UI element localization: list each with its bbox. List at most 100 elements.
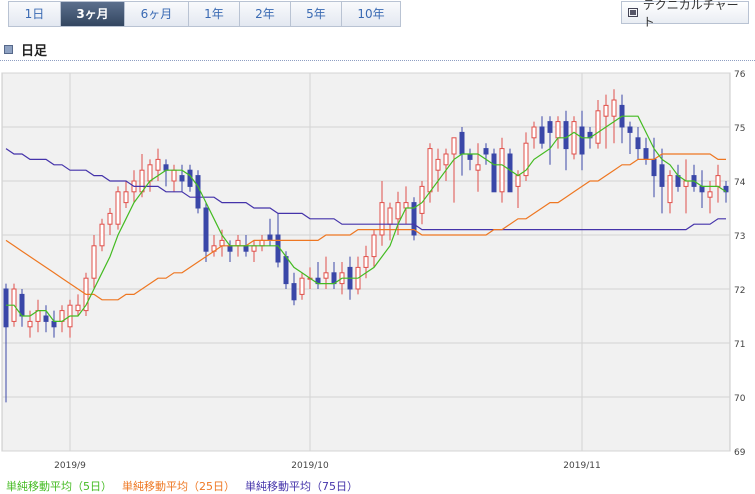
candle-body-up <box>171 169 177 182</box>
candle-body-up <box>323 272 329 279</box>
candle-body-up <box>387 207 393 225</box>
candle-body-up <box>427 148 433 193</box>
candle-body-up <box>235 239 241 247</box>
candle-body-up <box>123 191 129 204</box>
candle-body-down <box>291 283 297 301</box>
period-tabs: 1日 3ヶ月 6ヶ月 1年 2年 5年 10年 <box>8 1 401 27</box>
y-tick-label: 69 <box>734 448 746 458</box>
candle-body-down <box>659 164 665 187</box>
candle-body-up <box>403 202 409 209</box>
tab-1-year[interactable]: 1年 <box>189 2 240 26</box>
square-icon <box>4 45 13 54</box>
y-tick-label: 76 <box>734 70 746 80</box>
candle-body-down <box>467 153 473 160</box>
candle-body-up <box>707 191 713 198</box>
ma5-line <box>6 115 727 322</box>
candle-body-up <box>475 164 481 171</box>
candle-body-up <box>259 239 265 247</box>
candle-body-down <box>483 148 489 155</box>
y-tick-label: 74 <box>734 178 746 188</box>
candle-body-up <box>99 223 105 247</box>
candle-body-down <box>579 126 585 155</box>
x-tick-label: 2019/11 <box>563 461 600 471</box>
candle-body-up <box>251 245 257 252</box>
legend: 単純移動平均（5日） 単純移動平均（25日） 単純移動平均（75日） <box>6 478 368 494</box>
candle-body-up <box>27 320 33 328</box>
candle-body-up <box>91 245 97 279</box>
tab-2-years[interactable]: 2年 <box>240 2 291 26</box>
technical-chart-button[interactable]: テクニカルチャート <box>621 0 749 29</box>
tab-10-years[interactable]: 10年 <box>342 2 400 26</box>
tab-5-years[interactable]: 5年 <box>291 2 342 26</box>
candle-body-up <box>75 304 81 312</box>
candle-body-up <box>219 239 225 247</box>
candle-body-up <box>515 175 521 187</box>
candle-body-up <box>451 137 457 155</box>
candle-body-up <box>395 202 401 220</box>
candle-body-up <box>499 148 505 193</box>
candle-body-down <box>195 175 201 209</box>
candle-body-up <box>107 212 113 225</box>
candle-body-up <box>683 180 689 187</box>
candle-body-up <box>667 175 673 204</box>
candle-body-down <box>539 126 545 144</box>
candle-body-down <box>3 288 9 328</box>
candle-body-up <box>363 256 369 268</box>
window-icon <box>628 8 638 17</box>
candle-body-up <box>531 126 537 139</box>
ma75-line <box>5 148 726 231</box>
candle-body-up <box>443 153 449 166</box>
candle-body-down <box>51 320 57 328</box>
y-tick-label: 73 <box>734 232 745 242</box>
candle-body-up <box>435 158 441 171</box>
x-tick-label: 2019/9 <box>54 461 86 471</box>
period-label: 日足 <box>21 44 48 59</box>
candle-body-down <box>19 293 25 317</box>
legend-ma25: 単純移動平均（25日） <box>122 480 235 493</box>
candle-body-down <box>203 207 209 252</box>
period-heading: 日足 <box>4 40 47 59</box>
candle-body-down <box>699 185 705 193</box>
candle-body-up <box>523 142 529 177</box>
candle-body-down <box>643 148 649 160</box>
candle-body-up <box>595 110 601 144</box>
candle-body-down <box>547 121 553 133</box>
candle-body-down <box>459 131 465 155</box>
candle-body-up <box>715 175 721 187</box>
candle-body-up <box>555 121 561 139</box>
y-tick-label: 72 <box>734 286 745 296</box>
candle-body-down <box>243 245 249 252</box>
candle-body-down <box>563 121 569 150</box>
candle-body-down <box>491 153 497 193</box>
divider <box>0 60 755 61</box>
candle-body-down <box>227 245 233 252</box>
ma25-line <box>5 153 726 301</box>
y-tick-label: 75 <box>734 124 745 134</box>
candle-body-up <box>379 202 385 236</box>
candle-body-down <box>651 158 657 177</box>
candle-body-down <box>267 234 273 241</box>
tab-6-months[interactable]: 6ヶ月 <box>125 2 189 26</box>
candle-body-up <box>139 169 145 193</box>
candle-body-up <box>571 121 577 155</box>
y-tick-label: 70 <box>734 394 746 404</box>
y-tick-label: 71 <box>734 340 745 350</box>
candle-body-up <box>155 158 161 171</box>
candle-body-down <box>163 164 169 171</box>
candle-body-down <box>635 137 641 150</box>
candle-body-down <box>411 202 417 236</box>
legend-ma5: 単純移動平均（5日） <box>6 480 112 493</box>
candle-body-down <box>627 126 633 133</box>
candle-body-down <box>179 175 185 182</box>
tab-1-day[interactable]: 1日 <box>9 2 61 26</box>
technical-chart-label: テクニカルチャート <box>642 0 739 29</box>
candle-body-up <box>603 104 609 117</box>
candle-body-up <box>371 234 377 258</box>
candle-body-up <box>115 191 121 225</box>
tab-3-months[interactable]: 3ヶ月 <box>61 2 125 26</box>
candle-body-up <box>299 277 305 295</box>
candle-body-up <box>147 164 153 182</box>
legend-ma75: 単純移動平均（75日） <box>245 480 358 493</box>
candle-body-up <box>611 99 617 117</box>
